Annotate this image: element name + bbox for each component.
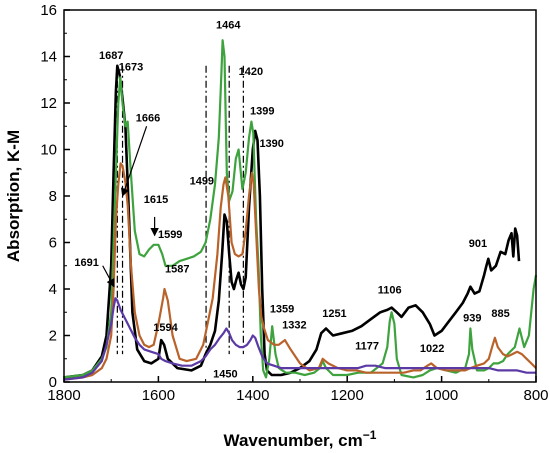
arrow-2 <box>102 265 115 288</box>
peak-label-1450: 1450 <box>213 368 237 380</box>
y-tick-label-4: 4 <box>49 281 57 298</box>
peak-label-1615: 1615 <box>144 194 168 206</box>
x-tick-label-1400: 1400 <box>236 387 269 404</box>
peak-label-1332: 1332 <box>282 320 306 332</box>
peak-label-1691: 1691 <box>74 257 98 269</box>
series-line-0 <box>63 64 521 379</box>
x-axis-title: Wavenumber, cm−1 <box>224 428 377 450</box>
arrow-0 <box>121 126 148 197</box>
peak-label-1587: 1587 <box>165 264 189 276</box>
y-tick-label-16: 16 <box>40 2 57 19</box>
x-axis-title-main: Wavenumber, cm <box>224 431 363 450</box>
y-tick-label-0: 0 <box>49 374 57 391</box>
x-tick-label-1600: 1600 <box>142 387 175 404</box>
peak-label-1399: 1399 <box>250 106 274 118</box>
axis-ticks: 1800 1600 1400 1200 1000 800 0 2 4 6 8 10 12 14 16 <box>40 2 548 404</box>
x-tick-label-1000: 1000 <box>425 387 458 404</box>
x-tick-label-1800: 1800 <box>47 387 80 404</box>
x-axis-title-sup: −1 <box>363 428 377 442</box>
peak-label-1594: 1594 <box>153 322 178 334</box>
series-line-3 <box>63 297 536 381</box>
arrow-group <box>102 126 159 288</box>
x-tick-label-800: 800 <box>523 387 548 404</box>
y-tick-label-14: 14 <box>40 49 57 66</box>
peak-label-1106: 1106 <box>378 285 402 297</box>
peak-label-1177: 1177 <box>355 340 379 352</box>
series-line-2 <box>63 162 537 381</box>
y-axis-title: Absorption, K-M <box>4 130 23 262</box>
peak-label-885: 885 <box>491 308 509 320</box>
y-tick-label-2: 2 <box>49 328 57 345</box>
peak-label-1022: 1022 <box>420 343 444 355</box>
peak-label-1464: 1464 <box>216 20 241 32</box>
y-tick-label-10: 10 <box>40 142 57 159</box>
peak-label-901: 901 <box>469 238 487 250</box>
y-tick-label-6: 6 <box>49 235 57 252</box>
peak-label-1687: 1687 <box>99 50 123 62</box>
peak-label-939: 939 <box>463 313 481 325</box>
y-tick-label-12: 12 <box>40 95 57 112</box>
peak-label-1420: 1420 <box>239 66 263 78</box>
peak-label-1390: 1390 <box>259 138 283 150</box>
y-tick-label-8: 8 <box>49 188 57 205</box>
peak-label-1251: 1251 <box>322 308 346 320</box>
x-tick-label-1200: 1200 <box>331 387 364 404</box>
peak-label-1673: 1673 <box>119 61 143 73</box>
peak-label-1359: 1359 <box>270 303 294 315</box>
peak-label-1666: 1666 <box>136 113 160 125</box>
peak-label-1499: 1499 <box>190 175 214 187</box>
peak-label-1599: 1599 <box>158 229 182 241</box>
series-group <box>63 39 538 381</box>
